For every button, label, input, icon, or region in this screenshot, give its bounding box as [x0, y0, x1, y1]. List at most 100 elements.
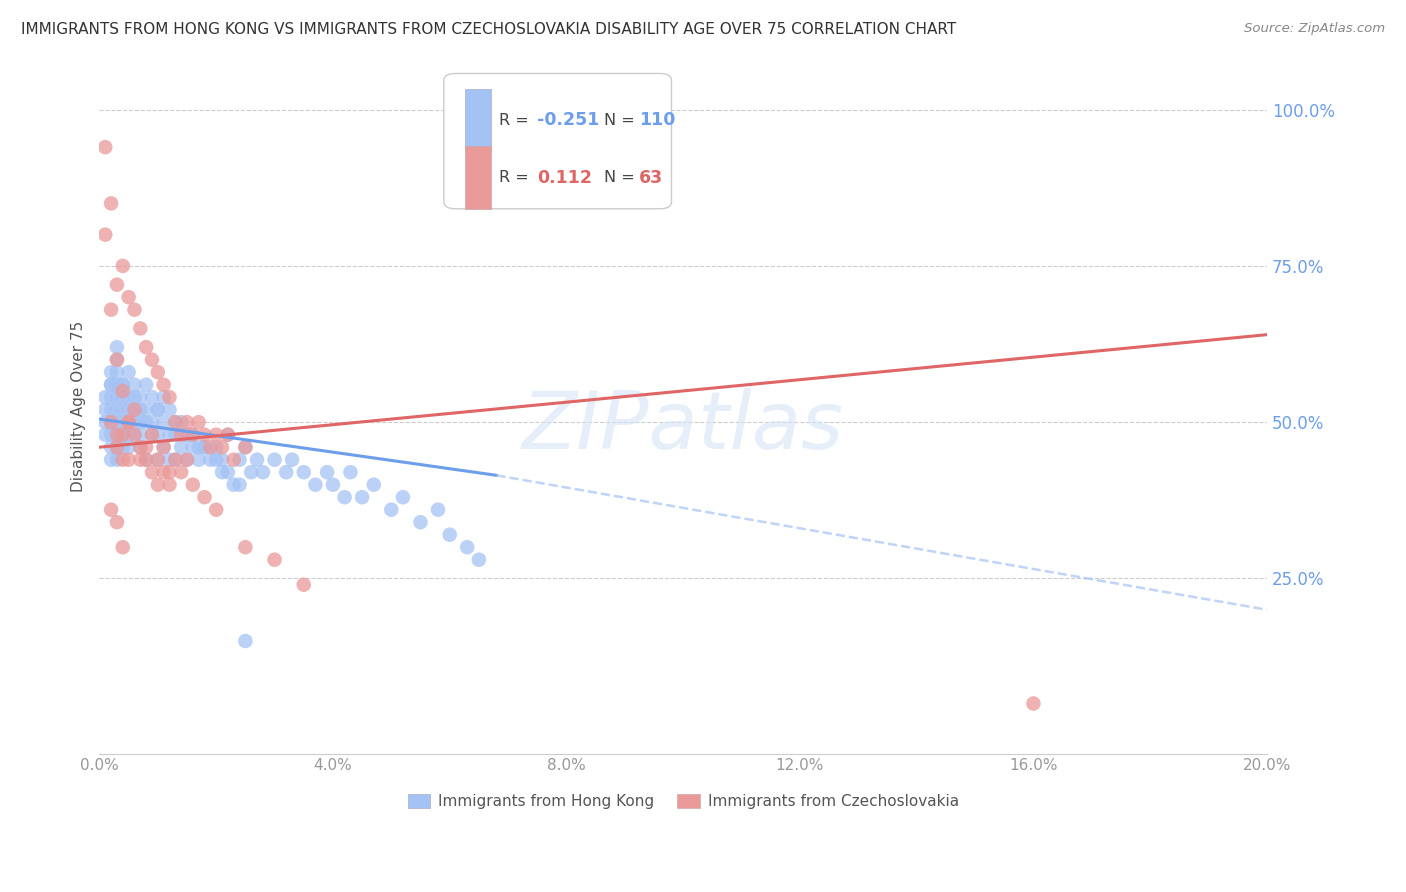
Point [141, 390, 163, 404]
Point [380, 502, 402, 516]
Point [94, 140, 117, 154]
Point [263, 452, 285, 467]
Point [205, 502, 228, 516]
Point [211, 452, 233, 467]
Point [141, 352, 163, 367]
Point [222, 452, 245, 467]
Point [235, 634, 257, 648]
Point [468, 552, 491, 566]
Point [129, 402, 152, 417]
Point [333, 490, 356, 504]
Point [135, 415, 157, 429]
Point [211, 440, 233, 454]
Point [222, 477, 245, 491]
Point [124, 402, 146, 417]
Point [176, 427, 198, 442]
Point [94, 227, 117, 242]
Point [170, 440, 193, 454]
Point [339, 465, 361, 479]
Point [105, 427, 128, 442]
Point [193, 490, 215, 504]
Point [322, 477, 344, 491]
Point [427, 502, 450, 516]
Point [111, 427, 134, 442]
Point [235, 440, 257, 454]
Text: N =: N = [603, 170, 640, 185]
Point [124, 415, 146, 429]
Point [105, 352, 128, 367]
Point [135, 452, 157, 467]
Point [105, 427, 128, 442]
Point [100, 377, 122, 392]
Text: R =: R = [499, 113, 534, 128]
Point [124, 402, 146, 417]
Point [165, 415, 187, 429]
FancyBboxPatch shape [465, 146, 491, 209]
Point [228, 477, 250, 491]
Point [176, 452, 198, 467]
Point [165, 452, 187, 467]
Point [193, 440, 215, 454]
Point [165, 427, 187, 442]
Point [263, 552, 285, 566]
Point [111, 427, 134, 442]
Point [117, 365, 139, 379]
Point [392, 490, 415, 504]
Text: 63: 63 [638, 169, 662, 186]
Point [141, 427, 163, 442]
Point [1022, 697, 1045, 711]
Point [304, 477, 326, 491]
Text: R =: R = [499, 170, 538, 185]
Text: N =: N = [603, 113, 640, 128]
Point [187, 440, 209, 454]
FancyBboxPatch shape [465, 89, 491, 152]
Point [170, 427, 193, 442]
Point [100, 196, 122, 211]
Point [124, 377, 146, 392]
Point [246, 452, 269, 467]
Point [105, 515, 128, 529]
Point [141, 427, 163, 442]
Point [100, 452, 122, 467]
Point [124, 427, 146, 442]
Point [409, 515, 432, 529]
Point [159, 465, 181, 479]
Point [111, 377, 134, 392]
Point [129, 440, 152, 454]
Point [141, 465, 163, 479]
Point [152, 415, 174, 429]
Point [193, 440, 215, 454]
Point [100, 402, 122, 417]
Point [129, 440, 152, 454]
Point [124, 427, 146, 442]
Point [146, 452, 169, 467]
Point [200, 452, 222, 467]
Point [100, 390, 122, 404]
Point [439, 527, 461, 541]
Point [135, 340, 157, 354]
Legend: Immigrants from Hong Kong, Immigrants from Czechoslovakia: Immigrants from Hong Kong, Immigrants fr… [402, 788, 965, 815]
Point [100, 415, 122, 429]
Point [141, 415, 163, 429]
Point [159, 402, 181, 417]
Point [117, 390, 139, 404]
Point [146, 365, 169, 379]
Point [363, 477, 385, 491]
Y-axis label: Disability Age Over 75: Disability Age Over 75 [72, 321, 86, 492]
Text: 110: 110 [638, 112, 675, 129]
Point [129, 390, 152, 404]
Point [111, 402, 134, 417]
Point [152, 440, 174, 454]
Point [187, 452, 209, 467]
Point [100, 365, 122, 379]
Point [94, 402, 117, 417]
Point [170, 465, 193, 479]
Point [111, 377, 134, 392]
Point [94, 415, 117, 429]
Point [105, 390, 128, 404]
Point [205, 440, 228, 454]
Point [181, 427, 204, 442]
Point [146, 452, 169, 467]
Point [292, 578, 315, 592]
Point [129, 415, 152, 429]
